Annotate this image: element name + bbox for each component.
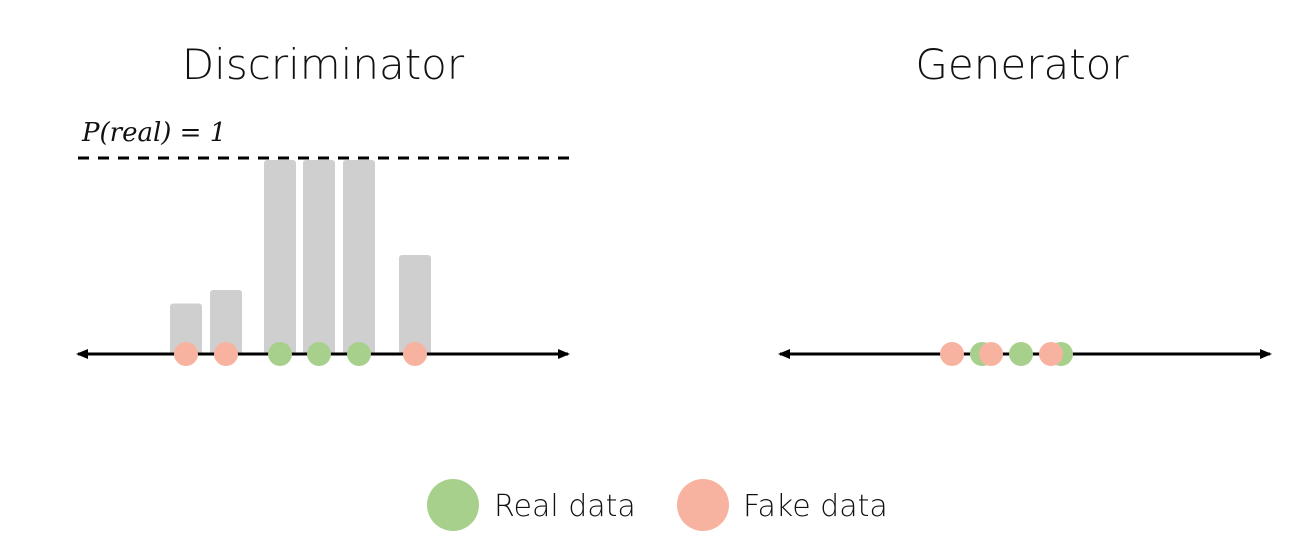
real-data-point — [1009, 342, 1033, 366]
fake-data-point — [940, 342, 964, 366]
discriminator-points — [174, 342, 427, 366]
legend-fake-label: Fake data — [743, 489, 888, 524]
probability-bar — [399, 255, 431, 354]
generator-panel: Generator — [778, 40, 1272, 366]
discriminator-title: Discriminator — [182, 40, 465, 89]
generator-title: Generator — [915, 40, 1129, 89]
discriminator-bars — [170, 160, 431, 354]
legend-real-label: Real data — [494, 489, 636, 524]
legend: Real data Fake data — [427, 479, 888, 531]
fake-data-point — [979, 342, 1003, 366]
probability-bar — [264, 160, 296, 354]
legend-fake-swatch — [677, 479, 729, 531]
fake-data-point — [403, 342, 427, 366]
discriminator-panel: Discriminator P(real) = 1 — [76, 40, 570, 366]
fake-data-point — [1039, 342, 1063, 366]
threshold-label: P(real) = 1 — [81, 118, 226, 148]
probability-bar — [210, 289, 242, 354]
generator-points — [940, 342, 1073, 366]
legend-real-swatch — [427, 479, 479, 531]
probability-bar — [170, 303, 202, 354]
fake-data-point — [214, 342, 238, 366]
real-data-point — [268, 342, 292, 366]
fake-data-point — [174, 342, 198, 366]
probability-bar — [303, 160, 335, 354]
probability-bar — [343, 160, 375, 354]
real-data-point — [347, 342, 371, 366]
real-data-point — [307, 342, 331, 366]
